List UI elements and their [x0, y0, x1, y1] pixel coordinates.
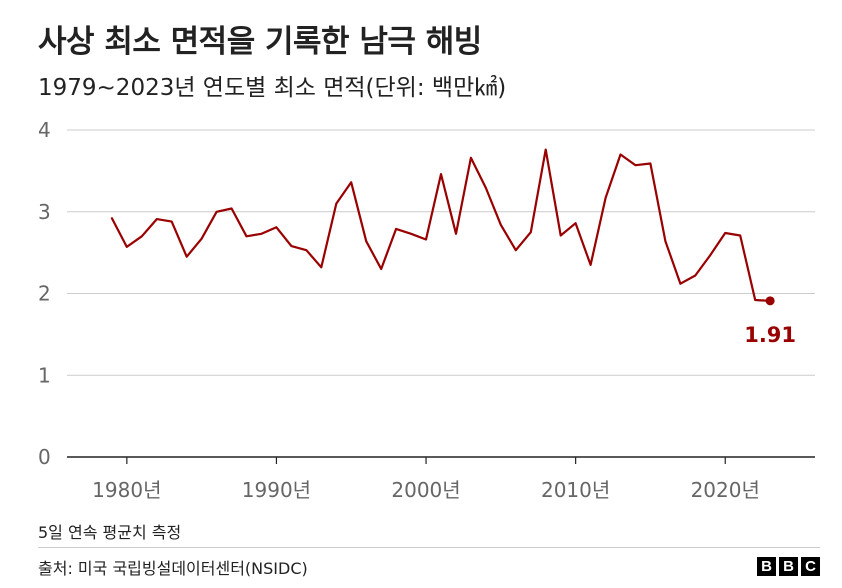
chart-title: 사상 최소 면적을 기록한 남극 해빙 [38, 24, 482, 60]
logo-letter-2: B [779, 557, 798, 576]
footnote: 5일 연속 평균치 측정 [38, 523, 182, 542]
bbc-logo: B B C [757, 557, 820, 576]
y-tick-label: 4 [38, 118, 51, 142]
x-tick-label: 2020년 [691, 478, 760, 502]
logo-letter-1: B [757, 557, 776, 576]
chart-subtitle: 1979~2023년 연도별 최소 면적(단위: 백만㎢) [38, 75, 507, 101]
logo-letter-3: C [801, 557, 820, 576]
x-tick-label: 1980년 [92, 478, 161, 502]
y-tick-label: 2 [38, 282, 51, 306]
annotations: 1.91 [744, 296, 796, 347]
highlight-point [765, 296, 775, 306]
x-axis-ticks: 1980년 1990년 2000년 2010년 2020년 [92, 457, 760, 502]
gridlines [67, 129, 815, 458]
footer-divider [38, 547, 820, 548]
y-tick-label: 1 [38, 363, 51, 387]
y-tick-label: 0 [38, 445, 51, 469]
y-axis-ticks: 0 1 2 3 4 [38, 118, 51, 469]
x-tick-label: 2000년 [391, 478, 460, 502]
series-layer [110, 148, 772, 302]
y-tick-label: 3 [38, 200, 51, 224]
data-label: 1.91 [744, 323, 796, 347]
series-line [110, 148, 772, 302]
x-tick-label: 1990년 [242, 478, 311, 502]
x-tick-label: 2010년 [541, 478, 610, 502]
line-chart: 0 1 2 3 4 1980년 1990년 2000년 2010년 2020년 1.91 [38, 118, 815, 502]
source-credit: 출처: 미국 국립빙설데이터센터(NSIDC) [38, 559, 308, 578]
